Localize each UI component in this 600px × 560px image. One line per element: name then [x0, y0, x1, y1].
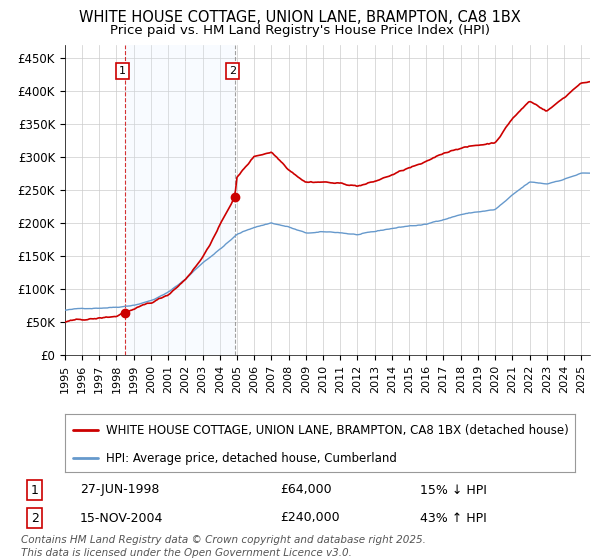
- Text: WHITE HOUSE COTTAGE, UNION LANE, BRAMPTON, CA8 1BX (detached house): WHITE HOUSE COTTAGE, UNION LANE, BRAMPTO…: [106, 424, 569, 437]
- Text: WHITE HOUSE COTTAGE, UNION LANE, BRAMPTON, CA8 1BX: WHITE HOUSE COTTAGE, UNION LANE, BRAMPTO…: [79, 10, 521, 25]
- Text: Contains HM Land Registry data © Crown copyright and database right 2025.
This d: Contains HM Land Registry data © Crown c…: [21, 535, 426, 558]
- Text: 15% ↓ HPI: 15% ↓ HPI: [420, 483, 487, 497]
- Text: 1: 1: [119, 66, 126, 76]
- Text: £240,000: £240,000: [280, 511, 340, 525]
- Text: 27-JUN-1998: 27-JUN-1998: [80, 483, 159, 497]
- Text: HPI: Average price, detached house, Cumberland: HPI: Average price, detached house, Cumb…: [106, 451, 397, 465]
- Bar: [125, 45, 235, 355]
- Text: 15-NOV-2004: 15-NOV-2004: [80, 511, 163, 525]
- Text: 2: 2: [229, 66, 236, 76]
- Text: 2: 2: [31, 511, 39, 525]
- Text: 43% ↑ HPI: 43% ↑ HPI: [420, 511, 487, 525]
- Text: £64,000: £64,000: [280, 483, 332, 497]
- Text: 1: 1: [31, 483, 39, 497]
- Text: Price paid vs. HM Land Registry's House Price Index (HPI): Price paid vs. HM Land Registry's House …: [110, 24, 490, 37]
